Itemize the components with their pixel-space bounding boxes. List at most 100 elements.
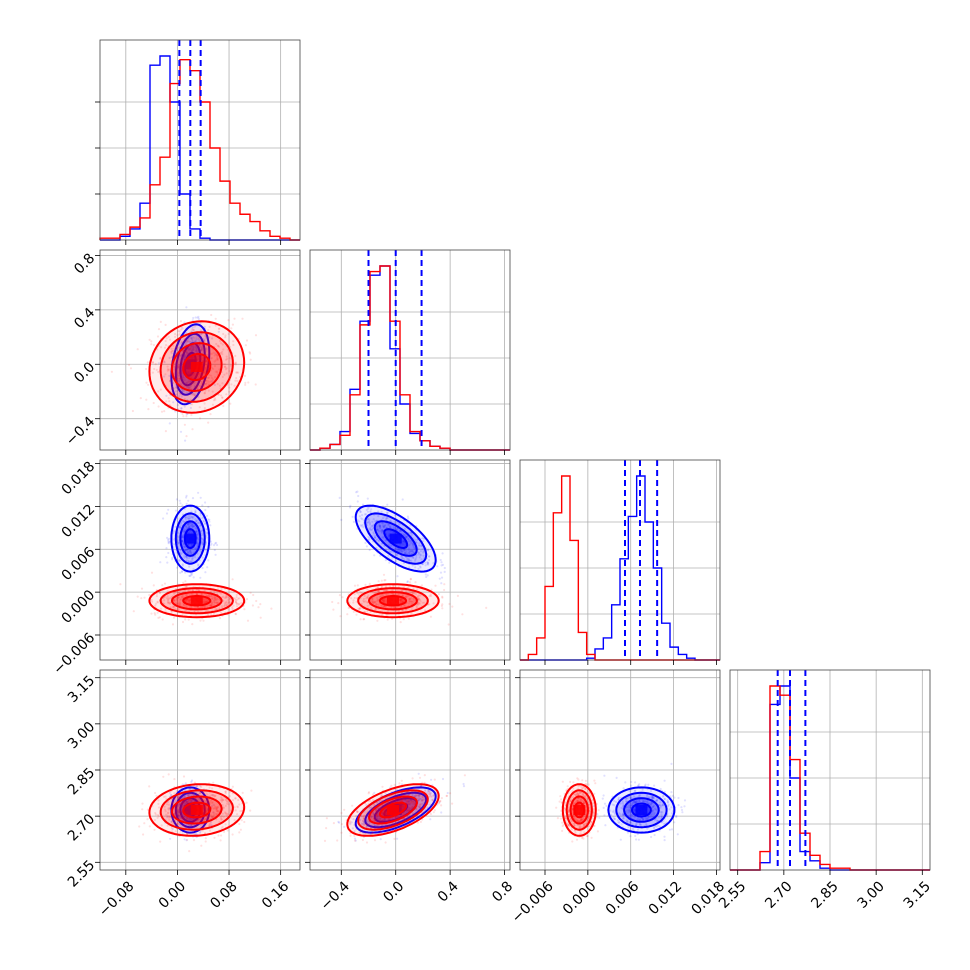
scatter-point — [217, 810, 220, 813]
scatter-point — [176, 812, 179, 815]
scatter-point — [237, 371, 240, 374]
scatter-point — [212, 599, 215, 602]
scatter-point — [203, 339, 206, 342]
scatter-point — [205, 336, 208, 339]
scatter-point — [175, 799, 178, 802]
scatter-point — [416, 603, 419, 606]
scatter-point — [177, 536, 180, 539]
scatter-point — [164, 795, 167, 798]
scatter-point — [365, 508, 368, 511]
scatter-point — [229, 364, 232, 367]
scatter-point — [383, 599, 386, 603]
scatter-point — [211, 602, 214, 605]
scatter-point — [186, 386, 190, 389]
scatter-point — [373, 601, 376, 604]
scatter-point — [203, 832, 207, 835]
scatter-point — [244, 383, 247, 386]
scatter-point — [216, 806, 219, 809]
scatter-point — [361, 823, 364, 826]
scatter-point — [172, 387, 175, 390]
scatter-point — [191, 356, 194, 359]
scatter-point — [412, 545, 415, 549]
scatter-point — [191, 349, 194, 352]
scatter-point — [407, 547, 411, 550]
scatter-point — [173, 543, 176, 546]
scatter-point — [190, 551, 193, 555]
scatter-point — [353, 593, 356, 596]
scatter-point — [203, 600, 206, 603]
scatter-point — [202, 520, 205, 523]
scatter-point — [148, 825, 151, 828]
scatter-point — [401, 557, 404, 560]
scatter-point — [159, 388, 162, 391]
scatter-point — [214, 352, 217, 355]
scatter-point — [176, 591, 179, 594]
scatter-point — [424, 789, 427, 792]
scatter-point — [399, 599, 402, 602]
scatter-point — [217, 834, 220, 837]
scatter-point — [446, 791, 449, 795]
scatter-point — [151, 371, 154, 374]
scatter-point — [187, 523, 190, 526]
scatter-point — [197, 588, 200, 592]
scatter-point — [233, 806, 236, 809]
scatter-point — [186, 598, 189, 601]
scatter-point — [184, 782, 187, 785]
scatter-point — [187, 348, 190, 351]
scatter-point — [405, 596, 408, 599]
scatter-point — [213, 376, 217, 379]
scatter-point — [206, 793, 209, 797]
scatter-point — [226, 813, 229, 816]
scatter-point — [456, 594, 459, 598]
scatter-point — [177, 602, 180, 606]
scatter-point — [203, 811, 206, 814]
scatter-point — [190, 336, 193, 339]
scatter-red-3-0 — [138, 773, 253, 853]
scatter-point — [191, 348, 194, 351]
scatter-point — [155, 794, 158, 797]
scatter-point — [202, 337, 205, 340]
scatter-point — [183, 350, 186, 353]
scatter-point — [381, 599, 384, 602]
contour-line — [357, 587, 429, 615]
scatter-point — [183, 529, 186, 532]
scatter-point — [384, 524, 387, 527]
scatter-point — [216, 809, 219, 812]
scatter-point — [191, 557, 195, 560]
scatter-point — [167, 397, 170, 400]
scatter-point — [168, 356, 171, 359]
scatter-point — [205, 816, 208, 820]
scatter-point — [352, 520, 355, 524]
scatter-point — [195, 386, 198, 389]
scatter-point — [203, 606, 206, 609]
scatter-point — [179, 829, 182, 833]
scatter-point — [212, 781, 215, 784]
scatter-point — [451, 605, 454, 608]
scatter-point — [222, 600, 225, 603]
scatter-point — [396, 837, 399, 840]
scatter-point — [187, 352, 190, 356]
scatter-point — [183, 603, 186, 607]
scatter-point — [202, 360, 205, 363]
scatter-point — [209, 413, 212, 416]
scatter-point — [188, 548, 191, 551]
scatter-point — [175, 345, 178, 348]
scatter-point — [213, 360, 216, 363]
scatter-point — [206, 614, 210, 617]
scatter-point — [187, 794, 190, 797]
scatter-point — [198, 831, 202, 834]
scatter-point — [210, 357, 213, 360]
scatter-point — [235, 605, 239, 608]
scatter-point — [191, 376, 194, 379]
scatter-point — [181, 570, 184, 573]
scatter-point — [410, 799, 413, 802]
scatter-point — [140, 597, 143, 600]
scatter-point — [188, 807, 191, 810]
scatter-point — [236, 805, 239, 808]
scatter-point — [184, 518, 187, 521]
scatter-point — [393, 531, 396, 535]
scatter-point — [216, 357, 219, 360]
scatter-point — [204, 363, 208, 366]
scatter-point — [176, 386, 179, 389]
scatter-point — [195, 785, 198, 788]
